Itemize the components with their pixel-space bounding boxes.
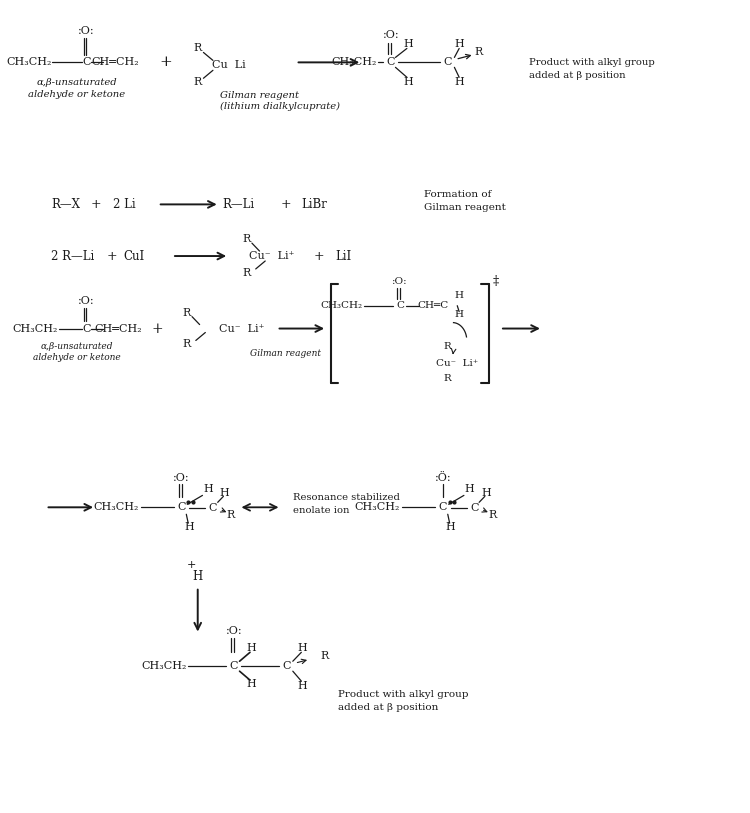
Text: CuI: CuI [124,250,145,263]
Text: R—Li: R—Li [223,198,255,211]
Text: H: H [203,485,213,494]
Text: H: H [193,571,202,584]
Text: R: R [242,234,250,244]
Text: Product with alkyl group: Product with alkyl group [338,689,469,698]
Text: +: + [91,198,101,211]
Text: C: C [439,502,447,512]
Text: :O:: :O: [78,296,94,306]
Text: C: C [396,301,404,311]
Text: R: R [474,47,482,58]
Text: CH₃CH₂: CH₃CH₂ [13,324,58,333]
Text: C: C [82,324,91,333]
Text: Cu⁻  Li⁺: Cu⁻ Li⁺ [219,324,264,333]
Text: R: R [182,339,190,350]
Text: CH₃CH₂: CH₃CH₂ [320,301,362,311]
Text: α,β-unsaturated: α,β-unsaturated [40,342,113,351]
Text: R: R [242,268,250,278]
Text: Formation of: Formation of [424,190,491,199]
Text: Gilman reagent: Gilman reagent [250,349,321,358]
Text: :Ö:: :Ö: [435,472,451,483]
Text: C: C [386,58,395,67]
Text: C: C [283,661,291,672]
Text: H: H [403,40,412,50]
Text: C: C [82,58,91,67]
Text: Resonance stabilized: Resonance stabilized [292,493,400,502]
Text: CH═CH₂: CH═CH₂ [94,324,142,333]
Text: Product with alkyl group: Product with alkyl group [529,58,654,67]
Text: R: R [444,374,452,383]
Text: 2 R—Li: 2 R—Li [51,250,94,263]
Text: C: C [470,503,478,513]
Text: +: + [159,55,172,69]
Text: R: R [226,511,235,520]
Text: :O:: :O: [382,29,399,40]
Text: C: C [443,58,452,67]
Text: CH═CH₂: CH═CH₂ [92,58,139,67]
Text: added at β position: added at β position [529,71,626,80]
Text: :O:: :O: [173,472,190,482]
Text: Gilman reagent: Gilman reagent [220,90,298,100]
Text: H: H [246,679,256,689]
Text: +: + [152,321,164,336]
Text: R: R [444,342,452,351]
Text: H: H [481,489,490,498]
Text: ‡: ‡ [493,276,499,289]
Text: R: R [488,511,496,520]
Text: LiBr: LiBr [302,198,328,211]
Text: C: C [230,661,238,672]
Text: α,β-unsaturated: α,β-unsaturated [37,78,117,87]
Text: H: H [298,681,307,691]
Text: +: + [314,250,325,263]
Text: :O:: :O: [226,627,242,637]
Text: H: H [454,40,464,50]
Text: H: H [465,485,475,494]
Text: R: R [320,651,328,661]
Text: R: R [194,77,202,87]
Text: H: H [298,643,307,654]
Text: H: H [454,77,464,87]
Text: +: + [280,198,292,211]
Text: H: H [403,77,412,87]
Text: H: H [446,522,455,533]
Text: R—X: R—X [51,198,80,211]
Text: LiI: LiI [335,250,351,263]
Text: H: H [454,310,464,320]
Text: CH₃CH₂: CH₃CH₂ [94,502,139,512]
Text: Gilman reagent: Gilman reagent [424,203,506,212]
Text: H: H [246,643,256,654]
Text: R: R [194,43,202,54]
Text: +: + [187,560,196,570]
Text: added at β position: added at β position [338,703,439,712]
Text: CH₃CH₂: CH₃CH₂ [331,58,376,67]
Text: Cu  Li: Cu Li [212,60,246,71]
Text: +: + [106,250,118,263]
Text: H: H [184,522,194,533]
Text: enolate ion: enolate ion [292,506,350,515]
Text: CH₃CH₂: CH₃CH₂ [141,661,186,672]
Text: :O:: :O: [78,25,94,36]
Text: CH₃CH₂: CH₃CH₂ [355,502,401,512]
Text: Cu⁻  Li⁺: Cu⁻ Li⁺ [436,359,478,367]
Text: CH₃CH₂: CH₃CH₂ [6,58,51,67]
Text: H: H [220,489,230,498]
Text: R: R [182,307,190,318]
Text: 2 Li: 2 Li [113,198,136,211]
Text: :O:: :O: [392,277,408,286]
Text: aldehyde or ketone: aldehyde or ketone [28,89,125,98]
Text: C: C [177,502,186,512]
Text: (lithium dialkylcuprate): (lithium dialkylcuprate) [220,102,340,111]
Text: C: C [209,503,218,513]
Text: Cu⁻  Li⁺: Cu⁻ Li⁺ [249,251,295,261]
Text: CH═C: CH═C [418,301,449,311]
Text: H: H [454,291,464,300]
Text: aldehyde or ketone: aldehyde or ketone [33,353,121,362]
